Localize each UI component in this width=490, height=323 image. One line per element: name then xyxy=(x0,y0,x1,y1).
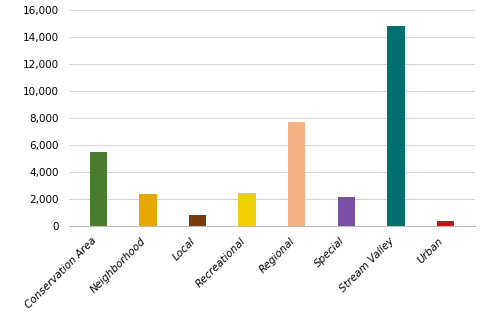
Bar xyxy=(437,221,454,226)
Bar xyxy=(288,122,305,226)
Bar xyxy=(239,193,256,226)
Bar xyxy=(189,215,206,226)
Bar xyxy=(90,152,107,226)
Bar xyxy=(338,197,355,226)
Bar xyxy=(139,194,157,226)
Bar xyxy=(387,26,405,226)
